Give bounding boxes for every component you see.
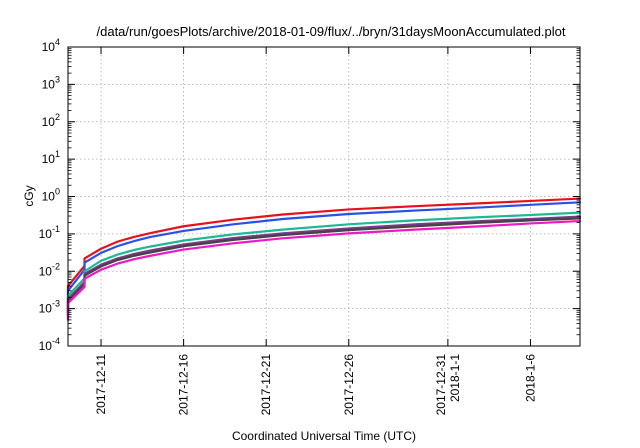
y-axis-label: cGy	[22, 185, 36, 206]
y-tick-label: 10-2	[39, 261, 60, 278]
y-tick-exponent: -1	[52, 224, 60, 234]
series-line	[66, 201, 582, 314]
series-line	[66, 219, 582, 321]
y-tick-base: 10	[42, 152, 56, 166]
y-tick-label: 102	[42, 112, 60, 129]
y-tick-label: 104	[42, 37, 60, 54]
x-tick-label: 2017-12-26	[342, 354, 356, 416]
x-tick-label: 2017-12-16	[177, 354, 191, 416]
y-tick-exponent: 4	[55, 37, 60, 47]
y-tick-label: 101	[42, 149, 60, 166]
y-tick-label: 10-4	[39, 336, 60, 353]
y-tick-exponent: 0	[55, 187, 60, 197]
y-tick-base: 10	[42, 190, 56, 204]
y-tick-base: 10	[39, 339, 53, 353]
grid	[68, 47, 580, 346]
x-tick-label: 2018-1-1	[448, 354, 462, 402]
y-tick-exponent: 3	[55, 74, 60, 84]
x-tick-label: 2017-12-11	[94, 354, 108, 415]
y-tick-base: 10	[42, 77, 56, 91]
y-tick-base: 10	[39, 264, 53, 278]
y-tick-exponent: 1	[55, 149, 60, 159]
y-tick-label: 103	[42, 74, 60, 91]
x-tick-label: 2017-12-31	[434, 354, 448, 416]
chart-title: /data/run/goesPlots/archive/2018-01-09/f…	[97, 24, 566, 39]
y-tick-exponent: -3	[52, 299, 60, 309]
y-tick-label: 100	[42, 187, 60, 204]
x-tick-label: 2017-12-21	[259, 354, 273, 416]
x-axis: 2017-12-11 2017-12-16 2017-12-21 2017-12-26…	[94, 47, 537, 415]
series-layer	[66, 197, 582, 321]
y-tick-label: 10-3	[39, 299, 60, 316]
y-tick-base: 10	[42, 40, 56, 54]
y-tick-base: 10	[39, 302, 53, 316]
y-tick-base: 10	[42, 115, 56, 129]
x-tick-label: 2018-1-6	[523, 354, 537, 402]
y-tick-base: 10	[39, 227, 53, 241]
y-tick-label: 10-1	[39, 224, 60, 241]
x-axis-label: Coordinated Universal Time (UTC)	[232, 429, 416, 443]
y-tick-exponent: -2	[52, 261, 60, 271]
y-tick-exponent: 2	[55, 112, 60, 122]
y-tick-exponent: -4	[52, 336, 60, 346]
